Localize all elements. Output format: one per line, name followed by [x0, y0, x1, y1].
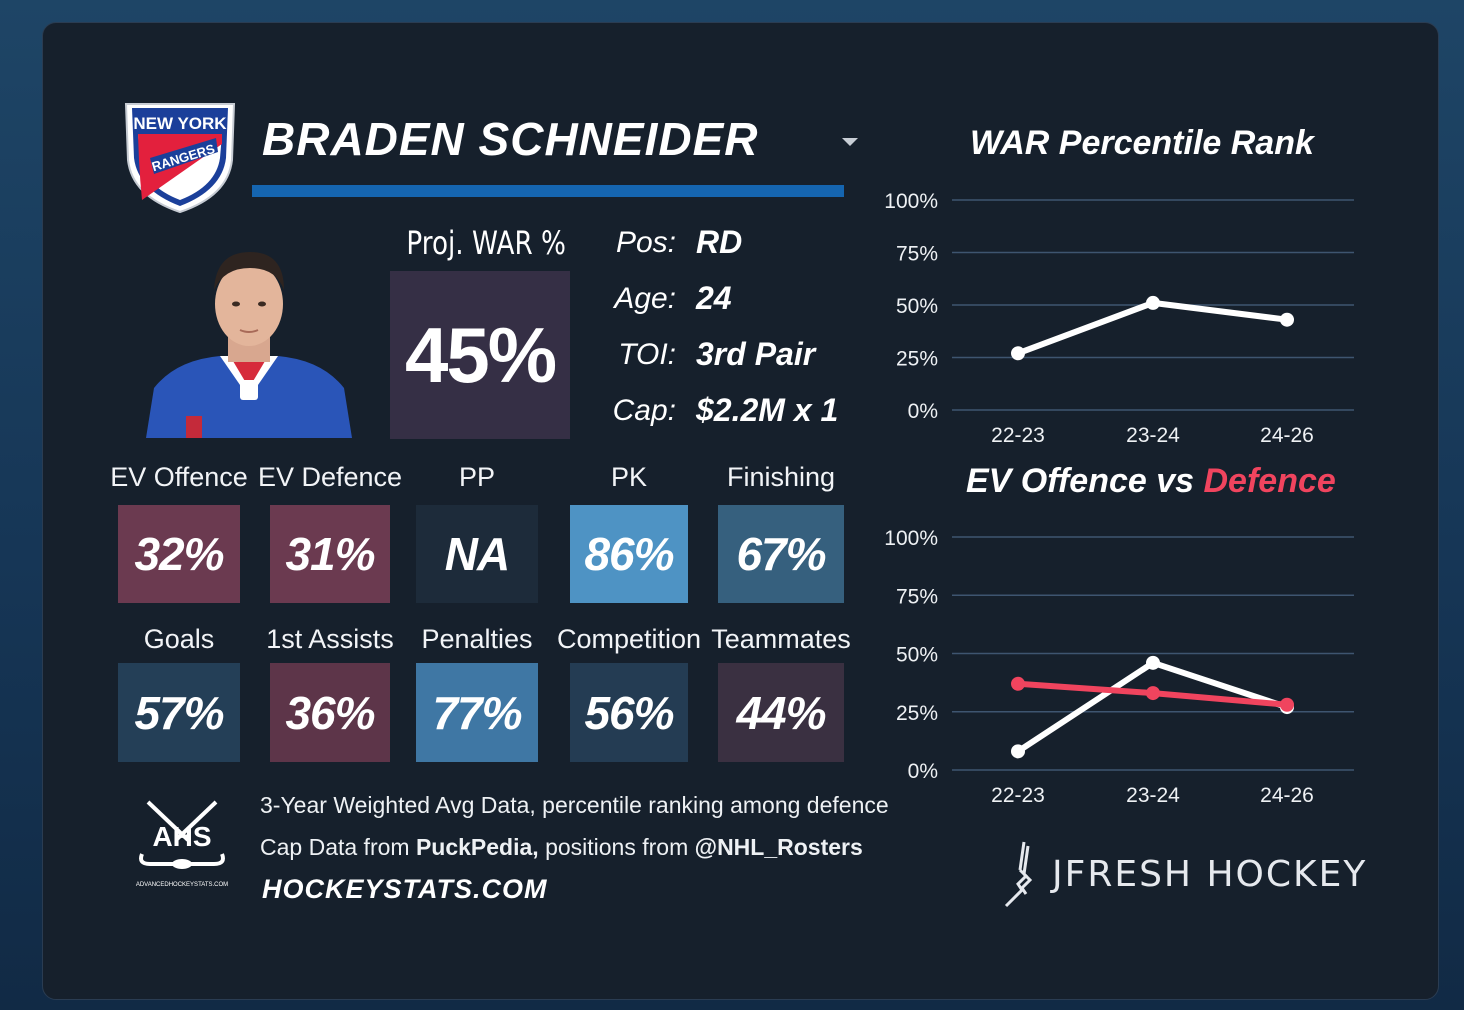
footer-data-note: 3-Year Weighted Avg Data, percentile ran… [260, 792, 889, 818]
info-value-pos: RD [696, 224, 743, 260]
stat-label: Competition [556, 624, 702, 654]
y-tick-label: 75% [896, 585, 938, 608]
stat-label: Finishing [726, 462, 836, 492]
ahs-logo: AHS ADVANCEDHOCKEYSTATS.COM [136, 800, 228, 888]
stat-label: PP [458, 462, 496, 492]
player-name: BRADEN SCHNEIDER [262, 113, 759, 165]
chart2-title: EV Offence vs Defence [966, 462, 1336, 501]
x-tick-label: 22-23 [991, 784, 1045, 807]
stat-value-box: 86% [570, 505, 688, 603]
y-tick-label: 25% [896, 702, 938, 725]
stat-label: Goals [143, 624, 215, 654]
ahs-logo-subtext: ADVANCEDHOCKEYSTATS.COM [136, 882, 228, 888]
info-label-pos: Pos: [615, 226, 676, 259]
y-tick-label: 75% [896, 243, 938, 266]
stat-value-box: 32% [118, 505, 240, 603]
y-tick-label: 0% [908, 400, 938, 423]
jfresh-brand-text: JFRESH HOCKEY [1052, 854, 1368, 895]
logo-text-top: NEW YORK [133, 114, 227, 133]
stat-value-box: 56% [570, 663, 688, 762]
data-point [1146, 655, 1160, 670]
stat-value-box: 77% [416, 663, 538, 762]
stat-value-box: 67% [718, 505, 844, 603]
y-tick-label: 100% [884, 190, 938, 213]
info-label-toi: TOI: [618, 338, 676, 371]
info-label-cap: Cap: [612, 394, 676, 427]
data-point [1280, 312, 1294, 327]
footer-source-text-2: positions from [538, 834, 695, 860]
series-line [1016, 299, 1288, 357]
stat-value-box: 36% [270, 663, 390, 762]
stat-value-box: 57% [118, 663, 240, 762]
name-underline-bar [252, 185, 844, 197]
stat-label: 1st Assists [266, 624, 394, 654]
chart2-title-offence: EV Offence vs [966, 462, 1204, 500]
proj-war-box: 45% [390, 271, 570, 439]
stat-value-box: NA [416, 505, 538, 603]
data-point [1146, 686, 1160, 701]
stat-label: Penalties [421, 624, 533, 654]
info-value-age: 24 [696, 280, 732, 316]
proj-war-label: Proj. WAR % [406, 224, 566, 262]
x-tick-label: 24-26 [1260, 424, 1314, 447]
jfresh-stick-icon [1004, 841, 1033, 908]
stat-value-box: 44% [718, 663, 844, 762]
y-tick-label: 25% [896, 348, 938, 371]
x-tick-label: 24-26 [1260, 784, 1314, 807]
stat-label: Teammates [711, 624, 851, 654]
footer-site-link[interactable]: HOCKEYSTATS.COM [262, 874, 548, 904]
y-tick-label: 100% [884, 527, 938, 550]
y-tick-label: 50% [896, 295, 938, 318]
player-dropdown-chevron-icon[interactable] [842, 138, 858, 146]
x-tick-label: 23-24 [1126, 784, 1180, 807]
data-point [1011, 346, 1025, 361]
stat-label: EV Offence [110, 462, 248, 492]
ev-offence-defence-chart: 0% 25% 50% 75% 100% 22-23 23-24 24-26 [884, 527, 1354, 807]
info-value-cap: $2.2M x 1 [696, 392, 839, 428]
footer-puckpedia: PuckPedia, [415, 834, 539, 860]
rangers-logo: NEW YORK RANGERS [124, 103, 236, 214]
info-label-age: Age: [614, 282, 676, 315]
data-point [1146, 295, 1160, 310]
footer-source-note: Cap Data from PuckPedia, positions from … [260, 834, 863, 861]
data-point [1011, 676, 1025, 691]
proj-war-value: 45% [404, 310, 557, 399]
footer-source-text-1: Cap Data from [260, 834, 416, 860]
war-percentile-chart: 0% 25% 50% 75% 100% 22-23 23-24 24-26 [884, 190, 1354, 447]
stat-label: PK [610, 462, 648, 492]
chart1-title: WAR Percentile Rank [970, 124, 1314, 162]
footer-nhl-rosters: @NHL_Rosters [694, 834, 863, 860]
stat-label: EV Defence [257, 462, 403, 492]
player-photo [146, 252, 352, 438]
chart2-title-defence: Defence [1203, 462, 1336, 500]
data-point [1280, 697, 1294, 712]
info-value-toi: 3rd Pair [696, 336, 816, 372]
jfresh-brand: JFRESH HOCKEY [1000, 840, 1370, 912]
x-tick-label: 22-23 [991, 424, 1045, 447]
y-tick-label: 0% [908, 760, 938, 783]
ahs-logo-text: AHS [152, 821, 211, 852]
x-tick-label: 23-24 [1126, 424, 1180, 447]
stat-value-box: 31% [270, 505, 390, 603]
series-line [1016, 659, 1288, 754]
y-tick-label: 50% [896, 644, 938, 667]
data-point [1011, 744, 1025, 759]
